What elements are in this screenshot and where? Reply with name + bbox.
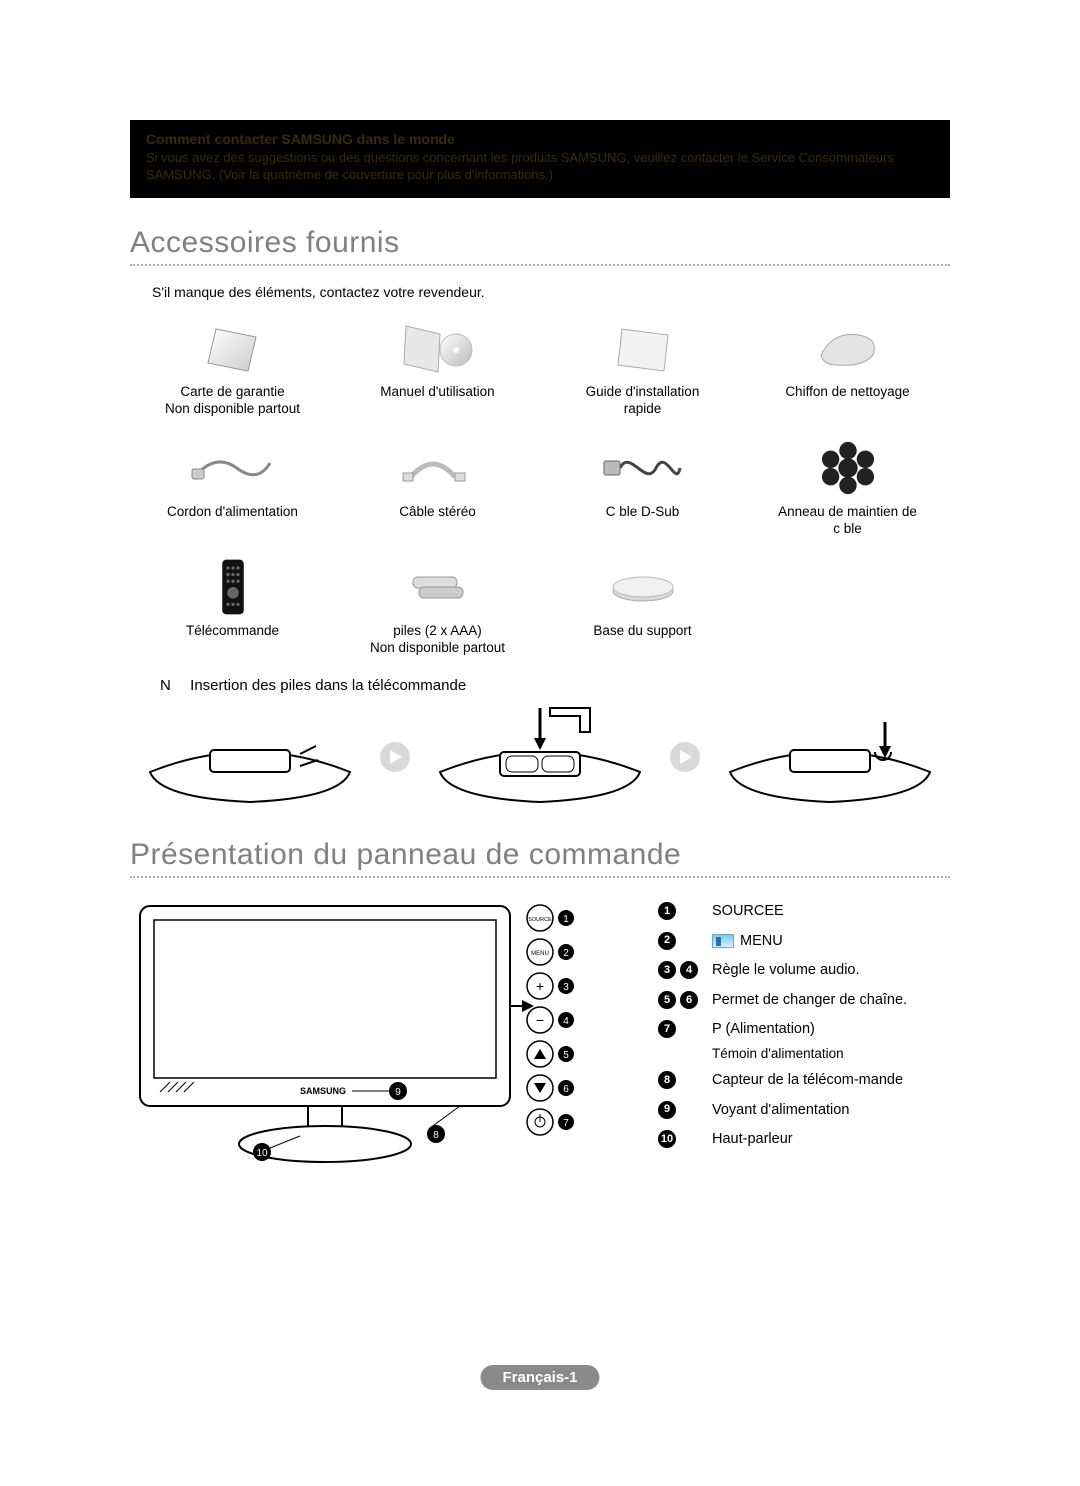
battery-step-3-icon: [720, 702, 940, 812]
accessory-item: Base du support: [550, 553, 735, 667]
accessory-label: Chiffon de nettoyage: [759, 384, 936, 401]
legend-number-icon: 7: [658, 1020, 676, 1038]
svg-text:3: 3: [563, 982, 569, 993]
control-panel-heading: Présentation du panneau de commande: [130, 838, 950, 872]
accessory-item: Manuel d'utilisation: [345, 314, 530, 428]
accessory-item: Télécommande: [140, 553, 325, 667]
note-marker: N: [160, 677, 186, 694]
legend-text: Permet de changer de chaîne.: [712, 991, 950, 1011]
legend-item: 3 4 Règle le volume audio.: [658, 961, 950, 981]
note-text: Insertion des piles dans la télécommande: [190, 677, 466, 694]
legend-item: 5 6 Permet de changer de chaîne.: [658, 991, 950, 1011]
accessory-item: piles (2 x AAA)Non disponible partout: [345, 553, 530, 667]
dsub-cable-icon: [554, 438, 731, 498]
svg-text:10: 10: [256, 1148, 268, 1159]
legend-item: 8 Capteur de la télécom-mande: [658, 1071, 950, 1091]
legend-text: Capteur de la télécom-mande: [712, 1071, 950, 1091]
legend-number-icon: 4: [680, 961, 698, 979]
svg-text:1: 1: [563, 914, 569, 925]
legend-text: P (Alimentation): [712, 1020, 950, 1040]
legend-item: 2 MENU: [658, 932, 950, 952]
accessory-item: Guide d'installationrapide: [550, 314, 735, 428]
contact-box-title: Comment contacter SAMSUNG dans le monde: [146, 130, 934, 149]
svg-text:+: +: [536, 978, 544, 994]
battery-note: N Insertion des piles dans la télécomman…: [160, 677, 950, 694]
battery-step-2-icon: [430, 702, 650, 812]
svg-text:−: −: [536, 1012, 544, 1028]
batteries-icon: [349, 557, 526, 617]
legend-item: 7 P (Alimentation): [658, 1020, 950, 1040]
menu-glyph-icon: [712, 934, 734, 948]
accessories-grid: Carte de garantieNon disponible partout …: [140, 314, 940, 667]
accessories-heading: Accessoires fournis: [130, 226, 950, 260]
accessory-item: Carte de garantieNon disponible partout: [140, 314, 325, 428]
accessory-item: C ble D-Sub: [550, 434, 735, 548]
warranty-card-icon: [144, 318, 321, 378]
accessory-label: Carte de garantieNon disponible partout: [144, 384, 321, 418]
svg-text:6: 6: [563, 1084, 569, 1095]
source-button-label: SOURCE: [528, 917, 552, 923]
accessory-item: Cordon d'alimentation: [140, 434, 325, 548]
legend-text: Règle le volume audio.: [712, 961, 950, 981]
accessory-item: Câble stéréo: [345, 434, 530, 548]
legend-text: Haut-parleur: [712, 1130, 950, 1150]
contact-box: Comment contacter SAMSUNG dans le monde …: [130, 120, 950, 198]
accessory-label: Base du support: [554, 623, 731, 640]
legend-item: 9 Voyant d'alimentation: [658, 1101, 950, 1121]
legend-number-icon: 9: [658, 1101, 676, 1119]
accessories-intro: S'il manque des éléments, contactez votr…: [152, 284, 950, 300]
control-panel-legend: 1 SOURCEE 2 MENU 3 4 Règle le volume aud…: [658, 896, 950, 1181]
accessory-label: Anneau de maintien dec ble: [759, 504, 936, 538]
quick-guide-icon: [554, 318, 731, 378]
svg-text:9: 9: [395, 1087, 401, 1098]
manual-icon: [349, 318, 526, 378]
control-panel-diagram: SAMSUNG 9 10 8 SOURCE: [130, 896, 630, 1181]
legend-item: 1 SOURCEE: [658, 902, 950, 922]
cable-holder-icon: [759, 438, 936, 498]
menu-button-label: MENU: [531, 951, 549, 957]
accessory-label: Cordon d'alimentation: [144, 504, 321, 521]
accessory-item: [755, 553, 940, 667]
legend-number-icon: 5: [658, 991, 676, 1009]
remote-control-icon: [144, 557, 321, 617]
legend-number-icon: 6: [680, 991, 698, 1009]
battery-steps-diagram: [130, 702, 950, 812]
stereo-cable-icon: [349, 438, 526, 498]
power-cord-icon: [144, 438, 321, 498]
legend-number-icon: 8: [658, 1071, 676, 1089]
page-footer-pill: Français-1: [480, 1365, 599, 1390]
svg-text:2: 2: [563, 948, 569, 959]
accessory-item: Anneau de maintien dec ble: [755, 434, 940, 548]
contact-box-body: Si vous avez des suggestions ou des ques…: [146, 149, 934, 184]
battery-step-1-icon: [140, 702, 360, 812]
cleaning-cloth-icon: [759, 318, 936, 378]
svg-text:8: 8: [433, 1130, 439, 1141]
legend-number-icon: 2: [658, 932, 676, 950]
legend-subtext: Témoin d'alimentation: [712, 1046, 950, 1061]
accessory-label: C ble D-Sub: [554, 504, 731, 521]
legend-number-icon: 1: [658, 902, 676, 920]
arrow-right-icon: [668, 740, 702, 774]
legend-number-icon: 3: [658, 961, 676, 979]
svg-text:5: 5: [563, 1050, 569, 1061]
svg-text:4: 4: [563, 1016, 569, 1027]
divider: [130, 876, 950, 878]
accessory-item: Chiffon de nettoyage: [755, 314, 940, 428]
accessory-label: Guide d'installationrapide: [554, 384, 731, 418]
divider: [130, 264, 950, 266]
stand-base-icon: [554, 557, 731, 617]
svg-text:7: 7: [563, 1118, 569, 1129]
accessory-label: Câble stéréo: [349, 504, 526, 521]
accessory-label: piles (2 x AAA)Non disponible partout: [349, 623, 526, 657]
legend-number-icon: 10: [658, 1130, 676, 1148]
tv-brand-label: SAMSUNG: [300, 1086, 346, 1096]
legend-text: Voyant d'alimentation: [712, 1101, 950, 1121]
legend-text: SOURCEE: [712, 902, 950, 922]
legend-item: 10 Haut-parleur: [658, 1130, 950, 1150]
arrow-right-icon: [378, 740, 412, 774]
legend-text: MENU: [712, 932, 950, 952]
accessory-label: Manuel d'utilisation: [349, 384, 526, 401]
accessory-label: Télécommande: [144, 623, 321, 640]
